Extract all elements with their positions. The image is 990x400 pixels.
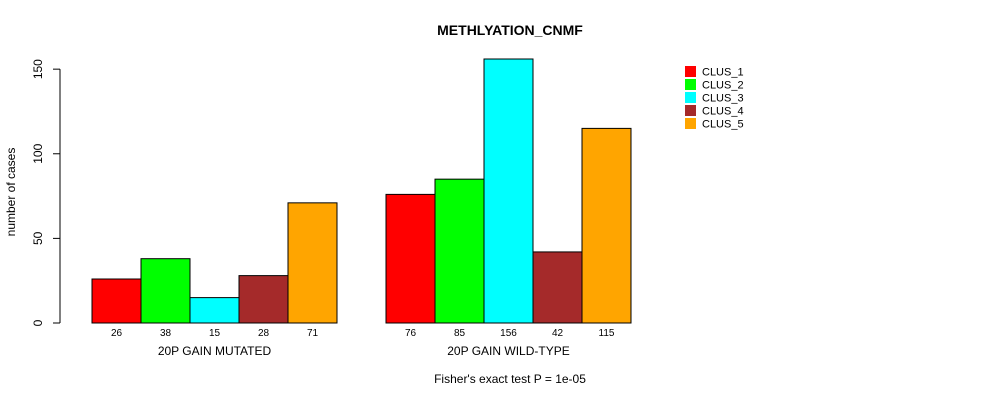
legend-label-clus_5: CLUS_5 (702, 119, 744, 131)
data-label-clus_3-group-1: 156 (500, 328, 517, 339)
bar-clus_3-group-1 (483, 58, 534, 324)
legend-swatch-clus_3 (685, 92, 696, 103)
y-tick-label-0: 0 (31, 319, 45, 326)
data-label-clus_1-group-1: 76 (405, 328, 417, 339)
chart-title: METHLYATION_CNMF (437, 22, 583, 38)
legend-swatch-clus_1 (685, 66, 696, 77)
legend-label-clus_2: CLUS_2 (702, 80, 744, 92)
legend-label-clus_1: CLUS_1 (702, 67, 744, 79)
y-axis: 0 50 100 150 (31, 59, 61, 326)
legend-swatch-clus_4 (685, 105, 696, 116)
group-label-1: 20P GAIN WILD-TYPE (447, 344, 569, 358)
legend-label-clus_4: CLUS_4 (702, 106, 744, 118)
data-label-clus_1-group-0: 26 (111, 328, 123, 339)
bar-clus_5-group-0 (287, 202, 338, 324)
data-label-clus_5-group-1: 115 (599, 328, 615, 339)
bar-clus_4-group-1 (532, 251, 583, 324)
bar-clus_4-group-0 (238, 275, 289, 324)
data-label-clus_4-group-0: 28 (258, 328, 270, 339)
data-label-clus_3-group-0: 15 (209, 328, 221, 339)
bar-clus_1-group-0 (91, 278, 142, 324)
bars (91, 58, 632, 324)
legend-label-clus_3: CLUS_3 (702, 93, 744, 105)
bar-clus_3-group-0 (189, 297, 240, 324)
legend-swatch-clus_5 (685, 118, 696, 129)
y-axis-label: number of cases (4, 148, 18, 237)
bar-clus_5-group-1 (581, 127, 632, 324)
data-label-clus_2-group-0: 38 (160, 328, 172, 339)
y-tick-label-3: 150 (31, 59, 45, 79)
data-labels: 26 38 15 28 71 76 85 156 42 115 (111, 328, 615, 339)
bar-clus_2-group-0 (140, 258, 191, 324)
bar-clus_2-group-1 (434, 178, 485, 324)
legend-swatch-clus_2 (685, 79, 696, 90)
bar-clus_1-group-1 (385, 193, 436, 324)
data-label-clus_5-group-0: 71 (307, 328, 319, 339)
group-label-0: 20P GAIN MUTATED (158, 344, 272, 358)
footnote: Fisher's exact test P = 1e-05 (434, 372, 586, 386)
data-label-clus_2-group-1: 85 (454, 328, 466, 339)
data-label-clus_4-group-1: 42 (552, 328, 564, 339)
group-labels: 20P GAIN MUTATED 20P GAIN WILD-TYPE (158, 344, 570, 358)
y-tick-label-2: 100 (31, 143, 45, 163)
y-tick-label-1: 50 (31, 231, 45, 245)
